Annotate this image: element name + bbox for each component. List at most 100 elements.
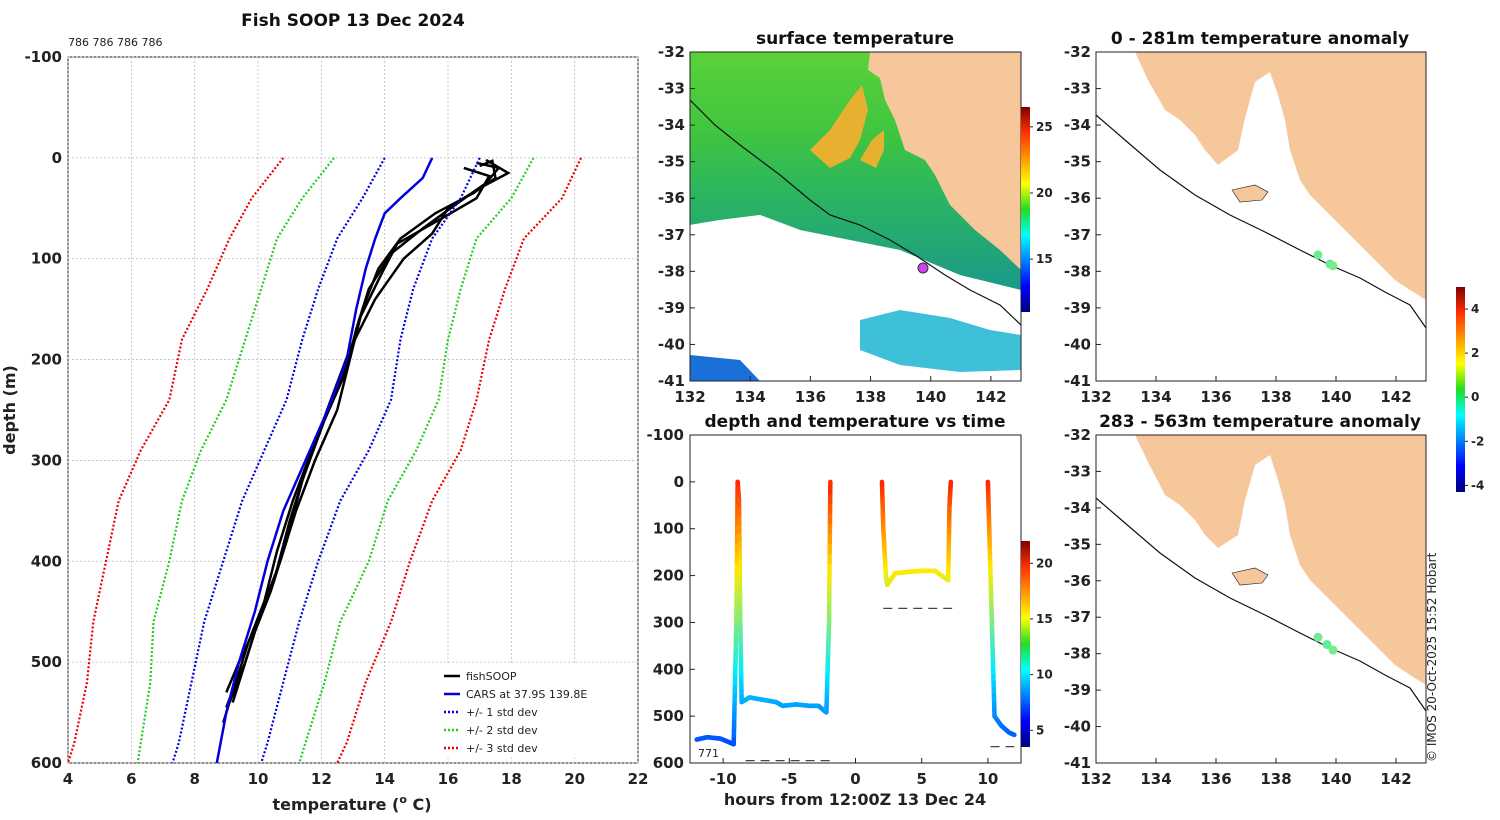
anomaly-lower-ticks: 132 134 136 138 140 142 -32 -33 -34 -35 -36 -37 -38 -… bbox=[1064, 426, 1412, 788]
map-x-tick-label: 132 bbox=[674, 388, 705, 406]
std-dev-lower-line bbox=[171, 157, 386, 764]
map-x-tick-label: 132 bbox=[1080, 388, 1111, 406]
sst-gulf-warm bbox=[810, 85, 868, 168]
anomaly-colorbar bbox=[1456, 287, 1465, 492]
anomaly-colorbar-ticks: 4 2 0 -2 -4 bbox=[1465, 302, 1484, 492]
profile-gridlines bbox=[67, 56, 639, 764]
anomaly-lower-shelf bbox=[1095, 497, 1427, 712]
std-dev-lower-line bbox=[136, 157, 335, 764]
profile-x-tick-label: 18 bbox=[501, 770, 522, 788]
map-y-tick-label: -33 bbox=[1064, 462, 1091, 480]
map-y-tick-label: -41 bbox=[658, 372, 685, 390]
profile-x-tick-label: 22 bbox=[628, 770, 649, 788]
depth-time-panel: -10 -5 0 5 10 -100 0 100 200 300 400 500 600 depth a… bbox=[646, 412, 1052, 809]
anomaly-lower-points bbox=[1313, 632, 1338, 655]
anomaly-point bbox=[1313, 632, 1323, 642]
profile-y-tick-label: -100 bbox=[24, 48, 62, 66]
map-x-tick-label: 132 bbox=[1080, 770, 1111, 788]
map-y-tick-label: -36 bbox=[1064, 189, 1091, 207]
anomaly-upper-ticks: 132 134 136 138 140 142 -32 -33 -34 -35 -36 -37 -38 -… bbox=[1064, 43, 1412, 406]
profile-x-tick-label: 8 bbox=[189, 770, 199, 788]
colorbar-tick-label: 4 bbox=[1471, 302, 1479, 316]
legend-label: CARS at 37.9S 139.8E bbox=[466, 688, 587, 701]
profile-y-tick-label: 400 bbox=[31, 552, 62, 570]
map-x-tick-label: 140 bbox=[915, 388, 946, 406]
profile-y-tick-label: 300 bbox=[31, 451, 62, 469]
time-y-tick-label: 100 bbox=[653, 520, 684, 538]
sst-map-ticks: 132 134 136 138 140 142 -32 -33 -34 -35 -36 -37 -38 -… bbox=[658, 43, 1007, 406]
std-dev-lower-line bbox=[66, 157, 285, 764]
time-x-tick-label: 0 bbox=[850, 770, 860, 788]
map-x-tick-label: 134 bbox=[735, 388, 766, 406]
map-y-tick-label: -35 bbox=[1064, 153, 1091, 171]
legend-label: +/- 2 std dev bbox=[466, 724, 538, 737]
map-y-tick-label: -39 bbox=[1064, 299, 1091, 317]
cars-climatology-line bbox=[215, 157, 434, 764]
depth-time-x-label: hours from 12:00Z 13 Dec 24 bbox=[724, 790, 986, 809]
sst-land bbox=[868, 52, 1021, 270]
map-x-tick-label: 136 bbox=[795, 388, 826, 406]
profile-subtitle: 786 786 786 786 bbox=[68, 36, 162, 49]
colorbar-tick-label: -2 bbox=[1471, 434, 1484, 448]
profile-x-tick-label: 12 bbox=[311, 770, 332, 788]
map-y-tick-label: -35 bbox=[1064, 535, 1091, 553]
map-y-tick-label: -41 bbox=[1064, 372, 1091, 390]
sst-cold-corner bbox=[690, 355, 760, 381]
map-x-tick-label: 134 bbox=[1140, 770, 1171, 788]
anomaly-lower-island bbox=[1231, 567, 1269, 586]
profile-axes-frame bbox=[67, 56, 639, 764]
map-y-tick-label: -38 bbox=[1064, 645, 1091, 663]
colorbar-tick-label: 5 bbox=[1036, 723, 1044, 737]
anomaly-upper-frame bbox=[1095, 51, 1427, 382]
std-dev-upper-line bbox=[336, 157, 582, 764]
profile-x-tick-label: 16 bbox=[438, 770, 459, 788]
sst-colorbar bbox=[1021, 107, 1030, 312]
profile-x-tick-label: 10 bbox=[248, 770, 269, 788]
profile-ticks: 4 6 8 10 12 14 16 18 20 22 -100 0 100 200 300 400 500 600 bbox=[24, 48, 648, 788]
anomaly-map-upper-panel: 132 134 136 138 140 142 -32 -33 -34 -35 -36 -37 -38 -… bbox=[1064, 29, 1427, 406]
colorbar-tick-label: -4 bbox=[1471, 478, 1484, 492]
depth-time-series bbox=[694, 479, 1017, 762]
time-y-tick-label: 500 bbox=[653, 707, 684, 725]
map-y-tick-label: -39 bbox=[1064, 681, 1091, 699]
legend-label: +/- 3 std dev bbox=[466, 742, 538, 755]
map-y-tick-label: -34 bbox=[1064, 499, 1091, 517]
map-x-tick-label: 134 bbox=[1140, 388, 1171, 406]
map-x-tick-label: 140 bbox=[1320, 770, 1351, 788]
colorbar-tick-label: 15 bbox=[1036, 612, 1053, 626]
colorbar-tick-label: 15 bbox=[1036, 252, 1053, 266]
map-x-tick-label: 142 bbox=[1380, 388, 1411, 406]
map-y-tick-label: -40 bbox=[658, 335, 685, 353]
colorbar-tick-label: 0 bbox=[1471, 390, 1479, 404]
colorbar-tick-label: 10 bbox=[1036, 668, 1053, 682]
anomaly-upper-title: 0 - 281m temperature anomaly bbox=[1111, 29, 1409, 49]
map-y-tick-label: -33 bbox=[658, 80, 685, 98]
anomaly-upper-land bbox=[1135, 52, 1426, 300]
time-y-tick-label: 0 bbox=[674, 473, 684, 491]
map-x-tick-label: 140 bbox=[1320, 388, 1351, 406]
time-y-tick-label: 400 bbox=[653, 660, 684, 678]
time-y-tick-label: 300 bbox=[653, 613, 684, 631]
credit-text: © IMOS 20-Oct-2025 15:52 Hobart bbox=[1425, 552, 1439, 762]
sst-colorbar-ticks: 15 20 25 bbox=[1030, 120, 1053, 266]
map-y-tick-label: -34 bbox=[1064, 116, 1091, 134]
colorbar-tick-label: 2 bbox=[1471, 346, 1479, 360]
map-y-tick-label: -32 bbox=[1064, 43, 1091, 61]
profile-x-tick-label: 4 bbox=[63, 770, 73, 788]
map-y-tick-label: -35 bbox=[658, 153, 685, 171]
map-y-tick-label: -33 bbox=[1064, 80, 1091, 98]
map-y-tick-label: -36 bbox=[658, 189, 685, 207]
map-y-tick-label: -37 bbox=[658, 226, 685, 244]
profile-panel: 4 6 8 10 12 14 16 18 20 22 -100 0 100 200 300 400 500 600… bbox=[0, 11, 648, 814]
depth-time-colorbar-ticks: 5 10 15 20 bbox=[1030, 556, 1053, 737]
anomaly-upper-island bbox=[1231, 184, 1269, 203]
anomaly-point bbox=[1328, 645, 1338, 655]
profile-y-label: depth (m) bbox=[0, 365, 19, 455]
map-y-tick-label: -37 bbox=[1064, 226, 1091, 244]
time-x-tick-label: -5 bbox=[781, 770, 798, 788]
map-y-tick-label: -39 bbox=[658, 299, 685, 317]
map-x-tick-label: 138 bbox=[855, 388, 886, 406]
map-y-tick-label: -34 bbox=[658, 116, 685, 134]
anomaly-point bbox=[1322, 640, 1332, 650]
